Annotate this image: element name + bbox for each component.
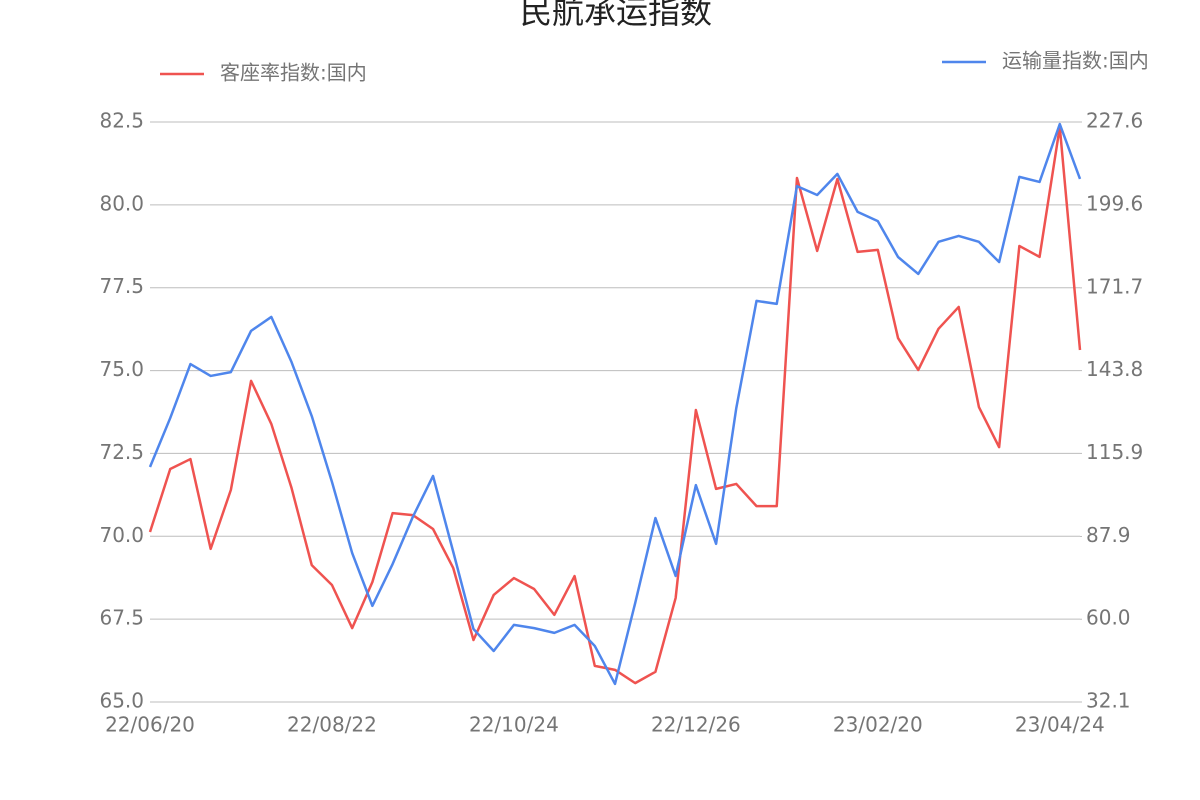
y2-tick-label: 227.6: [1086, 109, 1143, 133]
y2-tick-label: 115.9: [1086, 440, 1143, 464]
x-tick-label: 23/02/20: [833, 713, 923, 737]
x-tick-label: 23/04/24: [1015, 713, 1105, 737]
y-tick-label: 75.0: [99, 357, 144, 381]
series-line: [148, 122, 1082, 686]
y-tick-label: 65.0: [99, 689, 144, 713]
y2-tick-label: 87.9: [1086, 523, 1131, 547]
x-tick-label: 22/08/22: [287, 713, 377, 737]
x-tick-label: 22/10/24: [469, 713, 559, 737]
legend-label: 运输量指数:国内: [1002, 49, 1149, 73]
y2-tick-label: 32.1: [1086, 689, 1131, 713]
y-tick-label: 80.0: [99, 191, 144, 215]
y-tick-label: 82.5: [99, 109, 144, 133]
y2-tick-label: 60.0: [1086, 606, 1131, 630]
y-tick-label: 67.5: [99, 606, 144, 630]
y2-tick-label: 199.6: [1086, 192, 1143, 216]
y2-tick-label: 171.7: [1086, 274, 1143, 298]
y-tick-label: 70.0: [99, 523, 144, 547]
chart-title: 民航承运指数: [520, 0, 712, 31]
y2-tick-label: 143.8: [1086, 357, 1143, 381]
x-tick-label: 22/12/26: [651, 713, 741, 737]
y-tick-label: 72.5: [99, 440, 144, 464]
y-tick-label: 77.5: [99, 274, 144, 298]
series-line: [148, 125, 1082, 685]
legend-label: 客座率指数:国内: [220, 61, 367, 85]
x-tick-label: 22/06/20: [105, 713, 195, 737]
